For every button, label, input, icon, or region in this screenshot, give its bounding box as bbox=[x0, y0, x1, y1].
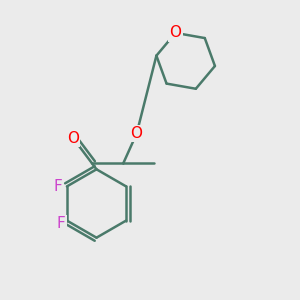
Text: O: O bbox=[130, 126, 142, 141]
Text: O: O bbox=[169, 26, 181, 40]
Text: O: O bbox=[67, 130, 79, 146]
Text: F: F bbox=[53, 179, 62, 194]
Text: F: F bbox=[57, 216, 65, 231]
